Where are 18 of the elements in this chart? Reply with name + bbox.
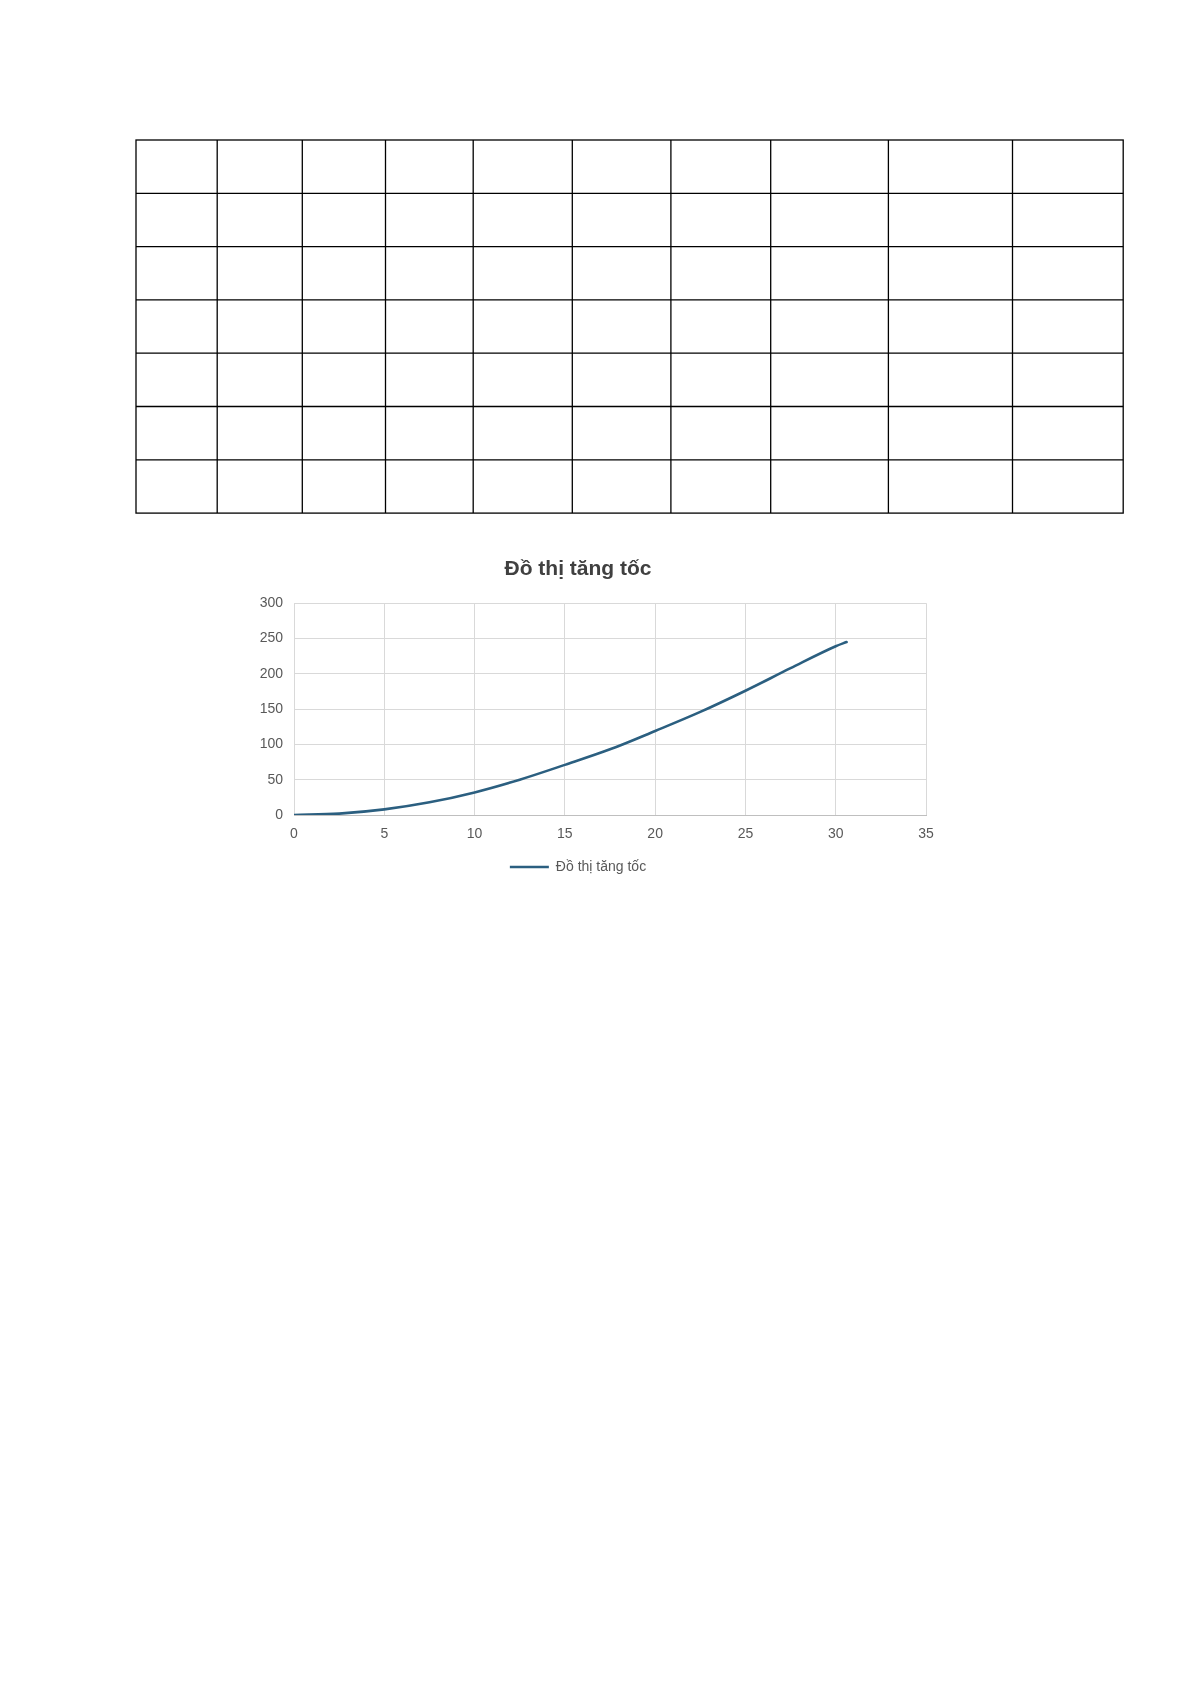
x-tick-label: 0 — [290, 825, 299, 842]
y-tick-label: 250 — [259, 629, 284, 646]
x-tick-label: 15 — [557, 825, 573, 842]
x-tick-label: 25 — [737, 825, 754, 842]
y-tick-label: 100 — [259, 735, 284, 752]
x-tick-label: 5 — [380, 825, 389, 842]
x-tick-label: 30 — [827, 825, 844, 842]
y-tick-label: 0 — [275, 805, 284, 822]
legend-label: Đồ thị tăng tốc — [555, 857, 647, 874]
chart-title: Đồ thị tăng tốc — [504, 556, 652, 580]
y-tick-label: 50 — [267, 770, 284, 787]
x-tick-label: 35 — [918, 825, 934, 842]
y-tick-label: 300 — [259, 594, 284, 611]
x-tick-label: 20 — [647, 825, 664, 842]
x-tick-label: 10 — [466, 825, 483, 842]
line-series — [294, 640, 848, 815]
y-tick-label: 200 — [259, 664, 284, 681]
y-tick-label: 150 — [259, 699, 284, 716]
